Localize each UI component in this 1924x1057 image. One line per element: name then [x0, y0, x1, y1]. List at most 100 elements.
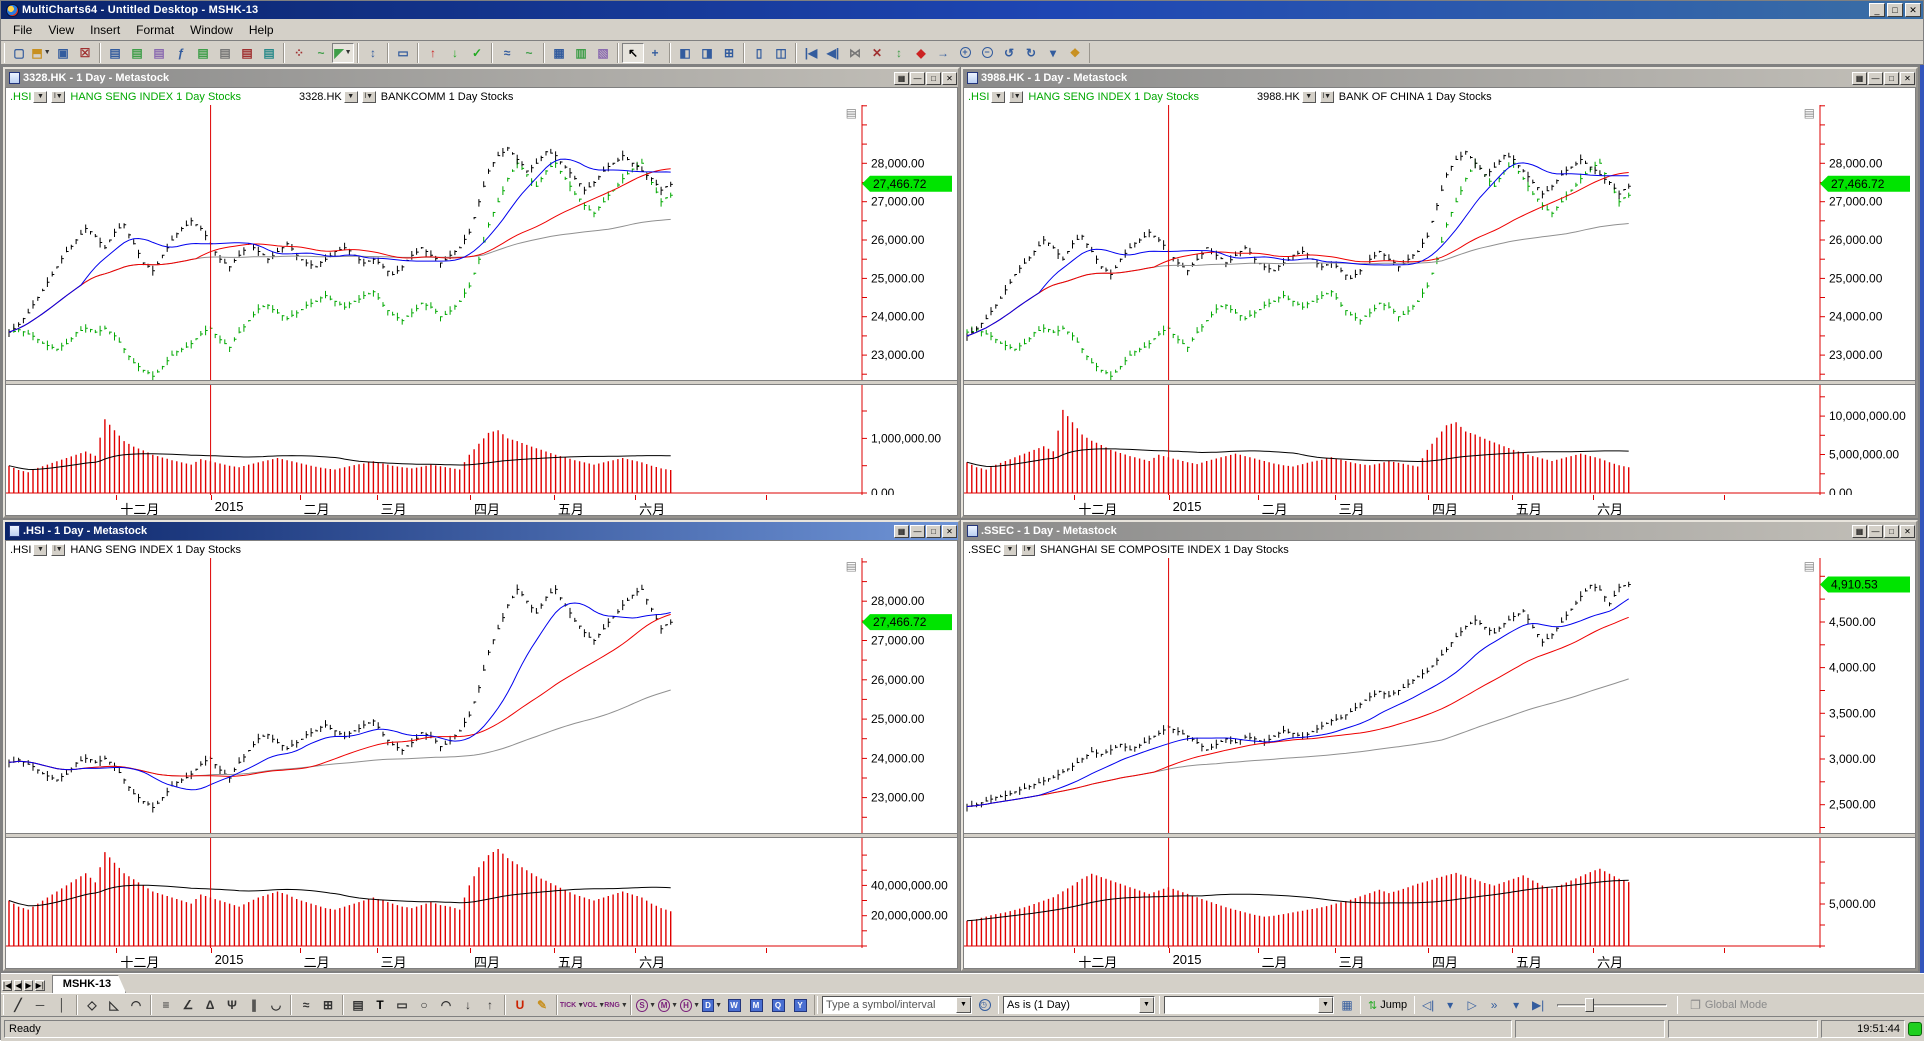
- price-pane[interactable]: 28,000.00 27,000.00 26,000.00 25,000.00 24,0…: [6, 558, 957, 833]
- expand-range-button[interactable]: ↕: [888, 42, 910, 63]
- panel-minimize-button[interactable]: —: [1868, 71, 1883, 85]
- edit-data-button[interactable]: ▤: [214, 42, 236, 63]
- global-mode-toggle[interactable]: ❐ Global Mode: [1690, 998, 1768, 1012]
- menu-help[interactable]: Help: [248, 22, 274, 37]
- fib-retracement-button[interactable]: ◇: [81, 995, 103, 1015]
- study-combo-dropdown[interactable]: ▼: [1318, 997, 1333, 1013]
- insert-study-button[interactable]: ▤: [192, 42, 214, 63]
- arc-tool-button[interactable]: ◠: [435, 995, 457, 1015]
- panel-format-button[interactable]: ▦: [894, 524, 909, 538]
- open-workspace-dropdown[interactable]: ▼: [43, 49, 51, 56]
- panel-format-button[interactable]: ▦: [1852, 524, 1867, 538]
- slider-thumb[interactable]: [1585, 998, 1595, 1012]
- hourglass-wait-button[interactable]: ⋈: [844, 42, 866, 63]
- pane-splitter[interactable]: [6, 380, 957, 385]
- pane-splitter[interactable]: [964, 380, 1915, 385]
- playback-forward-options-button[interactable]: ▾: [1505, 995, 1528, 1015]
- playback-to-end-button[interactable]: ▶|: [1527, 995, 1550, 1015]
- volume-chart[interactable]: 10,000,000.00 5,000,000.00 0.00: [964, 385, 1915, 495]
- trendline-button[interactable]: ╱: [7, 995, 29, 1015]
- drawing-pointer-dropdown[interactable]: ▼: [344, 49, 352, 56]
- legend-symbol-dropdown[interactable]: ▼: [343, 90, 358, 103]
- insert-symbol-button[interactable]: ▤: [104, 42, 126, 63]
- parallel-lines-button[interactable]: ≡: [155, 995, 177, 1015]
- tick-bars-button[interactable]: TICK ▼: [560, 995, 585, 1015]
- price-down-style-button[interactable]: ↓: [444, 42, 466, 63]
- legend-interval-dropdown[interactable]: l▼: [1009, 90, 1024, 103]
- apply-check-button[interactable]: ✓: [466, 42, 488, 63]
- study-combo[interactable]: ▼: [1164, 996, 1334, 1014]
- price-pane[interactable]: 28,000.00 27,000.00 26,000.00 25,000.00 24,0…: [6, 105, 957, 380]
- seconds-interval-dropdown[interactable]: ▼: [649, 1001, 656, 1009]
- app-minimize-button[interactable]: _: [1869, 3, 1885, 17]
- app-maximize-button[interactable]: □: [1887, 3, 1903, 17]
- seconds-interval-button[interactable]: S ▼: [635, 995, 657, 1015]
- volume-bars-button[interactable]: VOL ▼: [583, 995, 605, 1015]
- drawing-pointer-button[interactable]: ◤ ▼: [332, 42, 354, 63]
- price-up-style-button[interactable]: ↑: [422, 42, 444, 63]
- pane-properties-icon[interactable]: ▤: [1803, 559, 1815, 573]
- replace-symbol-button[interactable]: ▤: [126, 42, 148, 63]
- horizontal-line-button[interactable]: ─: [29, 995, 51, 1015]
- pointer-flag-button[interactable]: ◆: [910, 42, 932, 63]
- insert-order-button[interactable]: ↕: [362, 42, 384, 63]
- volume-chart[interactable]: 40,000,000.00 20,000,000.00: [6, 838, 957, 948]
- chart-window-titlebar[interactable]: 3988.HK - 1 Day - Metastock ▦ — □ ✕: [963, 69, 1916, 87]
- chart-window-ssec[interactable]: .SSEC - 1 Day - Metastock ▦ — □ ✕ .SSEC ▼ l▼ SHA…: [961, 520, 1918, 971]
- price-chart[interactable]: 28,000.00 27,000.00 26,000.00 25,000.00 24,0…: [964, 105, 1915, 380]
- panel-format-button[interactable]: ▦: [894, 71, 909, 85]
- panel-minimize-button[interactable]: —: [1868, 524, 1883, 538]
- vertical-line-button[interactable]: │: [51, 995, 73, 1015]
- edit-table-button[interactable]: ▦: [1336, 995, 1358, 1015]
- chart-window-titlebar[interactable]: .SSEC - 1 Day - Metastock ▦ — □ ✕: [963, 522, 1916, 540]
- panel-minimize-button[interactable]: —: [910, 524, 925, 538]
- range-bars-button[interactable]: RNG ▼: [604, 995, 628, 1015]
- legend-symbol-dropdown[interactable]: ▼: [1301, 90, 1316, 103]
- save-desktop-button[interactable]: ▣: [52, 42, 74, 63]
- pin-window-button[interactable]: ⊞: [718, 42, 740, 63]
- volume-pane[interactable]: 1,000,000.00 0.00: [6, 385, 957, 495]
- goto-date-button[interactable]: →: [932, 42, 954, 63]
- hours-interval-dropdown[interactable]: ▼: [693, 1001, 700, 1009]
- playback-begin-button[interactable]: |◀: [800, 42, 822, 63]
- chart-window-hsi[interactable]: .HSI - 1 Day - Metastock ▦ — □ ✕ .HSI ▼ l▼ HANG …: [3, 520, 960, 971]
- resolution-combo-dropdown[interactable]: ▼: [1139, 997, 1154, 1013]
- panel-minimize-button[interactable]: —: [910, 71, 925, 85]
- curve-tool-button[interactable]: ~: [310, 42, 332, 63]
- legend-interval-dropdown[interactable]: l▼: [1319, 90, 1334, 103]
- data-table-button[interactable]: ▥: [570, 42, 592, 63]
- pane-properties-icon[interactable]: ▤: [845, 106, 857, 120]
- legend-symbol-dropdown[interactable]: ▼: [991, 90, 1006, 103]
- cursor-arrow-button[interactable]: ↖: [622, 42, 644, 63]
- symbol-combo[interactable]: Type a symbol/interval ▼: [822, 996, 972, 1014]
- interrupt-button[interactable]: ✕: [866, 42, 888, 63]
- panel-close-button[interactable]: ✕: [942, 524, 957, 538]
- arrow-up-tool-button[interactable]: ↑: [479, 995, 501, 1015]
- insert-function-button[interactable]: ƒ: [170, 42, 192, 63]
- ellipse-tool-button[interactable]: ○: [413, 995, 435, 1015]
- jump-button[interactable]: ⇅ Jump: [1363, 995, 1413, 1015]
- tick-bars-dropdown[interactable]: ▼: [577, 1001, 585, 1009]
- close-window-button[interactable]: ☒: [74, 42, 96, 63]
- volume-pane[interactable]: 40,000,000.00 20,000,000.00: [6, 838, 957, 948]
- menu-window[interactable]: Window: [190, 22, 233, 37]
- months-interval-button[interactable]: M: [745, 995, 767, 1015]
- legend-interval-dropdown[interactable]: l▼: [51, 90, 66, 103]
- wave-study-button[interactable]: ~: [518, 42, 540, 63]
- symbol-combo-dropdown[interactable]: ▼: [956, 997, 971, 1013]
- weeks-interval-button[interactable]: W: [723, 995, 745, 1015]
- last-workspace-button[interactable]: ▶|: [34, 980, 45, 991]
- panel-layout-button[interactable]: ▧: [592, 42, 614, 63]
- cursor-crosshair-button[interactable]: +: [644, 42, 666, 63]
- volume-bars-dropdown[interactable]: ▼: [598, 1001, 606, 1009]
- chart-window-titlebar[interactable]: 3328.HK - 1 Day - Metastock ▦ — □ ✕: [5, 69, 958, 87]
- legend-symbol-dropdown[interactable]: ▼: [33, 90, 48, 103]
- panel-format-button[interactable]: ▦: [1852, 71, 1867, 85]
- minutes-interval-button[interactable]: M ▼: [657, 995, 679, 1015]
- next-workspace-button[interactable]: ▶: [24, 980, 33, 991]
- years-interval-button[interactable]: Y: [789, 995, 811, 1015]
- playback-step-back-button[interactable]: ◁|: [1417, 995, 1440, 1015]
- zoom-out-button[interactable]: −: [976, 42, 998, 63]
- legend-interval-dropdown[interactable]: l▼: [361, 90, 376, 103]
- arrow-down-tool-button[interactable]: ↓: [457, 995, 479, 1015]
